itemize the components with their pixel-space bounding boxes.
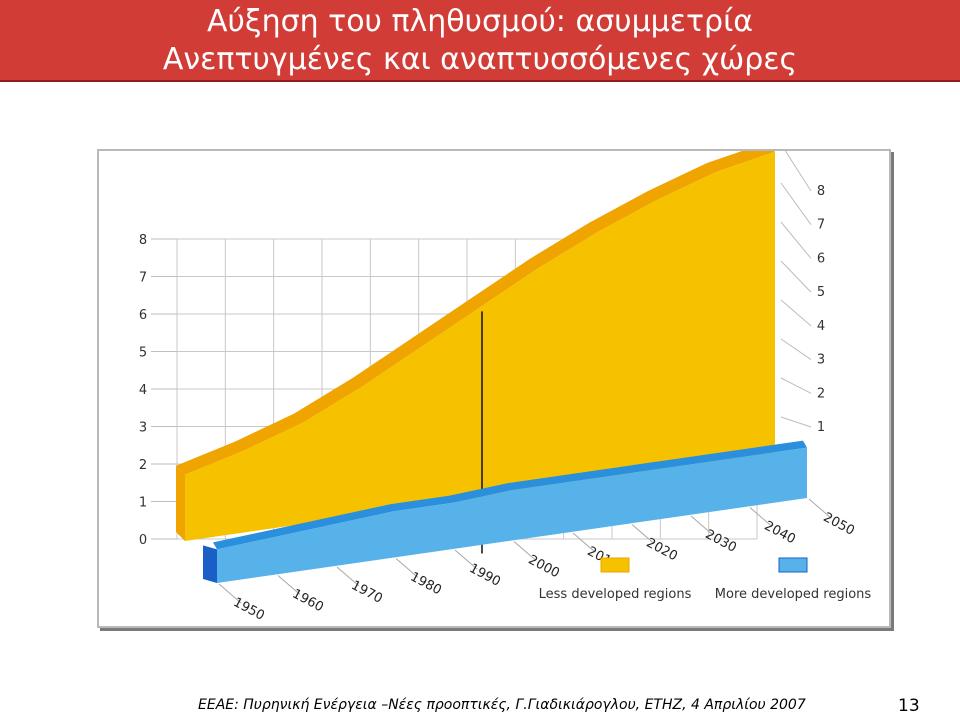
right-axis-leader bbox=[784, 151, 812, 192]
x-axis-tick-label: 2030 bbox=[703, 527, 739, 556]
right-axis-tick-label: 5 bbox=[817, 285, 825, 300]
right-axis-tick-label: 7 bbox=[817, 218, 825, 233]
x-axis-tick-label: 2000 bbox=[526, 553, 562, 582]
x-axis-leader bbox=[690, 515, 714, 536]
x-axis-tick-label: 2050 bbox=[821, 510, 857, 539]
slide-subtitle: Ανεπτυγμένες και αναπτυσσόμενες χώρες bbox=[162, 42, 798, 77]
slide-footer: ΕΕΑΕ: Πυρηνική Ενέργεια –Νέες προοπτικές… bbox=[198, 697, 806, 713]
left-axis-tick-label: 7 bbox=[139, 271, 147, 286]
right-axis-leader bbox=[780, 338, 812, 360]
area-more-developed bbox=[217, 447, 807, 583]
left-axis-tick-label: 3 bbox=[139, 421, 147, 436]
left-axis-tick-label: 0 bbox=[139, 533, 147, 548]
legend-label: Less developed regions bbox=[539, 587, 692, 602]
left-axis-tick-label: 1 bbox=[139, 496, 147, 511]
x-axis-tick-label: 2040 bbox=[762, 519, 798, 548]
x-axis-leader bbox=[277, 575, 301, 595]
right-axis-leader bbox=[780, 377, 812, 394]
x-axis-tick-label: 1960 bbox=[290, 587, 326, 616]
x-axis-leader bbox=[395, 558, 419, 578]
left-axis-tick-label: 5 bbox=[139, 346, 147, 361]
slide-title-bar: Αύξηση του πληθυσμού: ασυμμετρία Ανεπτυγ… bbox=[0, 0, 960, 82]
x-axis-tick-label: 1980 bbox=[408, 570, 444, 599]
x-axis-leader bbox=[218, 583, 242, 604]
area-less-developed bbox=[185, 151, 775, 542]
right-axis-leader bbox=[780, 221, 812, 259]
right-axis-leader bbox=[780, 182, 812, 226]
x-axis-tick-label: 2020 bbox=[644, 536, 680, 565]
right-axis-tick-label: 6 bbox=[817, 251, 825, 266]
x-axis-leader bbox=[513, 541, 537, 561]
x-axis-leader bbox=[336, 566, 360, 587]
right-axis-leader bbox=[780, 416, 812, 428]
x-axis-tick-label: 1970 bbox=[349, 578, 385, 607]
left-axis-tick-label: 2 bbox=[139, 458, 147, 473]
slide-title: Αύξηση του πληθυσμού: ασυμμετρία bbox=[206, 4, 754, 39]
right-axis-tick-label: 2 bbox=[817, 386, 825, 401]
legend-swatch bbox=[600, 557, 630, 573]
x-axis-tick-label: 1990 bbox=[467, 561, 503, 590]
chart-frame: 0 1 2 3 4 5 6 7 8 1 2 3 4 5 6 7 8 1950 1960 1970 1980 1990 200… bbox=[97, 149, 891, 628]
left-axis-tick-label: 8 bbox=[139, 233, 147, 248]
population-chart: 0 1 2 3 4 5 6 7 8 1 2 3 4 5 6 7 8 1950 1960 1970 1980 1990 200… bbox=[139, 151, 872, 624]
x-axis-tick-label: 1950 bbox=[231, 595, 267, 624]
x-axis-leader bbox=[572, 532, 596, 553]
area-less-developed-side bbox=[176, 465, 185, 541]
area-more-developed-top bbox=[213, 440, 807, 550]
legend-label: More developed regions bbox=[715, 587, 872, 602]
area-more-developed-side bbox=[203, 545, 217, 583]
x-axis-leader bbox=[454, 549, 478, 570]
page-number: 13 bbox=[898, 696, 920, 716]
right-axis-leader bbox=[780, 260, 812, 293]
right-axis-leader bbox=[780, 299, 812, 327]
x-axis-leader bbox=[808, 498, 832, 519]
x-axis-leader bbox=[749, 507, 773, 527]
right-axis-tick-label: 8 bbox=[817, 184, 825, 199]
area-less-developed-top bbox=[176, 151, 775, 475]
right-axis-tick-label: 1 bbox=[817, 420, 825, 435]
right-axis-tick-label: 4 bbox=[817, 319, 825, 334]
x-axis-leader bbox=[631, 524, 655, 544]
right-axis-tick-label: 3 bbox=[817, 353, 825, 368]
legend-swatch bbox=[778, 557, 808, 573]
left-axis-tick-label: 4 bbox=[139, 383, 147, 398]
left-axis-tick-label: 6 bbox=[139, 308, 147, 323]
